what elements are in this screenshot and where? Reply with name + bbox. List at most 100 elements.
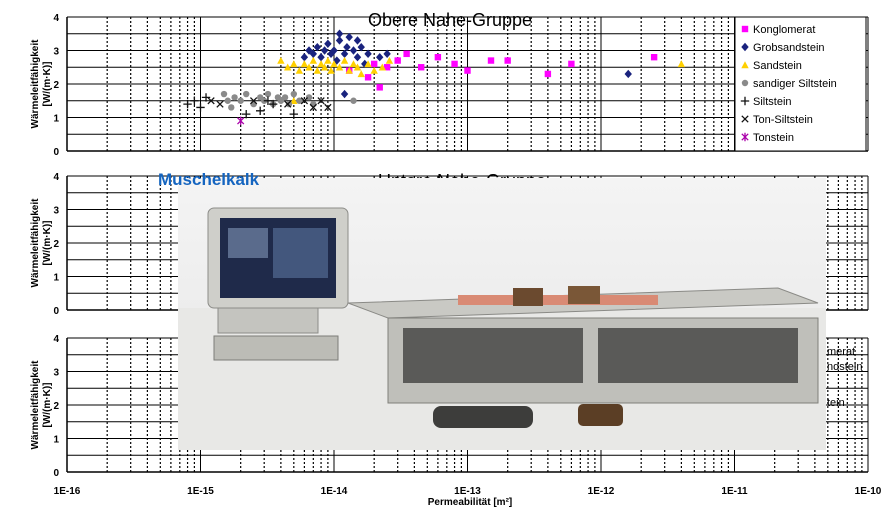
y-tick-label: 0 bbox=[53, 147, 59, 158]
data-point bbox=[327, 66, 335, 74]
y-tick-label: 4 bbox=[53, 172, 59, 183]
data-point bbox=[289, 109, 299, 119]
data-point bbox=[190, 96, 199, 105]
x-tick-label: 1E-15 bbox=[187, 486, 214, 497]
data-point bbox=[313, 66, 322, 74]
data-point bbox=[383, 49, 391, 59]
data-point bbox=[324, 56, 332, 64]
y-tick-label: 2 bbox=[53, 80, 59, 91]
legend-fragment-1: merat bbox=[827, 346, 856, 358]
data-point bbox=[309, 103, 317, 112]
data-point bbox=[220, 90, 228, 98]
data-point bbox=[216, 100, 224, 108]
data-point bbox=[305, 94, 313, 101]
x-tick-label: 1E-16 bbox=[54, 486, 81, 497]
data-point bbox=[376, 53, 384, 62]
data-point bbox=[300, 60, 309, 68]
data-point bbox=[677, 60, 686, 68]
legend-marker bbox=[741, 61, 749, 69]
data-point bbox=[324, 39, 332, 48]
legend-marker bbox=[741, 132, 749, 142]
chart-title-upper: Obere Nahe-Gruppe bbox=[368, 10, 532, 30]
legend-label: Konglomerat bbox=[753, 24, 815, 36]
legend-fragment-3: tein bbox=[827, 397, 845, 409]
legend-label: Grobsandstein bbox=[753, 42, 825, 54]
data-point bbox=[249, 97, 258, 105]
measurement-device-photo bbox=[178, 178, 826, 450]
data-point bbox=[281, 94, 289, 101]
legend-label: Tonstein bbox=[753, 132, 794, 144]
data-point bbox=[650, 54, 658, 61]
data-point bbox=[418, 64, 425, 71]
data-point bbox=[364, 74, 372, 81]
data-point bbox=[290, 97, 298, 104]
data-point bbox=[231, 94, 238, 101]
data-point bbox=[243, 90, 250, 98]
y-tick-label: 3 bbox=[53, 47, 59, 58]
data-point bbox=[624, 69, 632, 79]
data-point bbox=[357, 42, 365, 52]
data-point bbox=[350, 97, 357, 104]
data-point bbox=[353, 53, 362, 62]
legend-box bbox=[734, 16, 867, 152]
data-point bbox=[349, 46, 358, 55]
x-tick-label: 1E-10 bbox=[855, 486, 882, 497]
data-point bbox=[330, 60, 338, 68]
legend-fragment-2: ndstein bbox=[827, 361, 863, 373]
data-point bbox=[335, 63, 344, 71]
data-point bbox=[237, 97, 244, 104]
data-point bbox=[237, 116, 245, 126]
data-point bbox=[330, 46, 338, 55]
data-point bbox=[183, 99, 192, 109]
y-tick-label: 0 bbox=[53, 468, 59, 479]
y-axis-label: Wärmeleitfähigkeit[W/(m·K)] bbox=[30, 39, 53, 129]
muschelkalk-label: Muschelkalk bbox=[158, 170, 260, 188]
data-point bbox=[340, 56, 349, 64]
y-tick-label: 4 bbox=[53, 334, 59, 345]
data-point bbox=[403, 50, 410, 58]
x-tick-label: 1E-13 bbox=[454, 486, 481, 497]
data-point bbox=[353, 36, 362, 45]
y-tick-label: 1 bbox=[53, 273, 59, 284]
data-point bbox=[364, 60, 372, 68]
y-tick-label: 1 bbox=[53, 114, 59, 125]
data-point bbox=[295, 66, 304, 74]
data-point bbox=[264, 90, 272, 98]
legend-marker bbox=[741, 79, 749, 87]
data-point bbox=[340, 49, 349, 59]
data-point bbox=[296, 97, 303, 104]
y-tick-label: 4 bbox=[53, 13, 59, 24]
data-point bbox=[568, 60, 575, 68]
data-point bbox=[345, 66, 353, 74]
data-point bbox=[255, 106, 265, 115]
legend-label: Siltstein bbox=[753, 96, 792, 108]
x-axis-label: Permeabilität [m²] bbox=[428, 497, 512, 508]
data-point bbox=[343, 42, 351, 52]
data-point bbox=[310, 100, 317, 108]
y-tick-label: 2 bbox=[53, 401, 59, 412]
data-point bbox=[320, 63, 329, 71]
data-point bbox=[228, 104, 235, 111]
data-point bbox=[196, 103, 205, 112]
data-point bbox=[464, 67, 471, 74]
data-point bbox=[284, 100, 292, 108]
data-point bbox=[394, 57, 401, 64]
x-tick-label: 1E-11 bbox=[721, 486, 748, 497]
data-point bbox=[353, 63, 362, 71]
data-point bbox=[504, 57, 511, 64]
data-point bbox=[434, 54, 442, 61]
data-point bbox=[309, 49, 318, 59]
data-point bbox=[376, 84, 383, 91]
data-point bbox=[370, 66, 378, 74]
legend-marker bbox=[740, 96, 750, 106]
data-point bbox=[324, 103, 332, 112]
legend-marker bbox=[741, 115, 749, 123]
legend-label: Ton-Siltstein bbox=[753, 114, 813, 126]
data-point bbox=[285, 100, 293, 108]
data-point bbox=[335, 29, 344, 38]
data-point bbox=[370, 60, 378, 68]
data-point bbox=[207, 97, 215, 105]
data-point bbox=[250, 100, 257, 108]
data-point bbox=[335, 36, 344, 45]
